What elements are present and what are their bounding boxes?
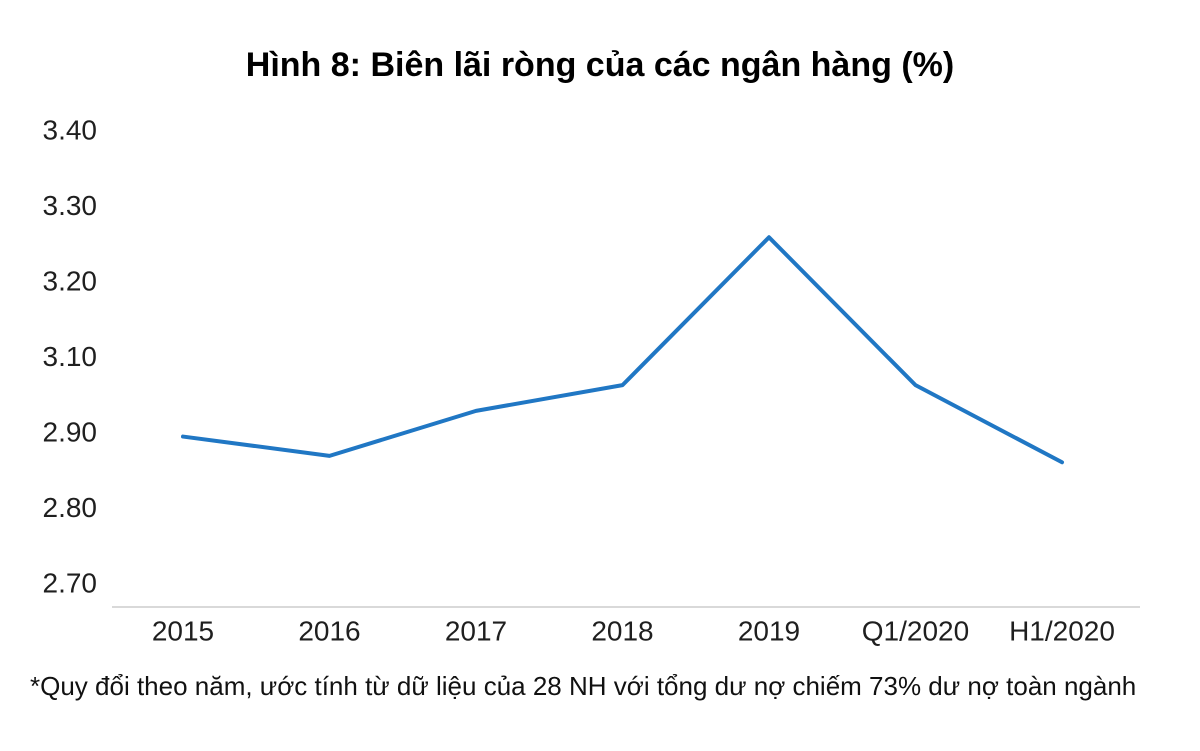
y-tick-label: 3.20 <box>43 266 98 297</box>
y-axis-labels: 3.40 3.30 3.20 3.10 2.90 2.80 2.70 <box>43 115 98 599</box>
y-tick-label: 2.80 <box>43 492 98 523</box>
x-tick-label: 2019 <box>738 616 800 647</box>
y-tick-label: 3.10 <box>43 341 98 372</box>
x-tick-label: 2016 <box>298 616 360 647</box>
x-tick-label: 2018 <box>591 616 653 647</box>
x-tick-label: 2017 <box>445 616 507 647</box>
nim-data-line <box>181 235 1064 465</box>
y-tick-label: 2.70 <box>43 568 98 599</box>
y-tick-label: 3.40 <box>43 115 98 146</box>
x-tick-label: H1/2020 <box>1009 616 1115 647</box>
x-axis-labels: 2015 2016 2017 2018 2019 Q1/2020 H1/2020 <box>152 616 1115 647</box>
x-tick-label: 2015 <box>152 616 214 647</box>
y-tick-label: 3.30 <box>43 190 98 221</box>
chart-footnote: *Quy đổi theo năm, ước tính từ dữ liệu c… <box>30 671 1137 701</box>
chart-title: Hình 8: Biên lãi ròng của các ngân hàng … <box>245 46 955 84</box>
y-tick-label: 2.90 <box>43 417 98 448</box>
x-tick-label: Q1/2020 <box>862 616 969 647</box>
